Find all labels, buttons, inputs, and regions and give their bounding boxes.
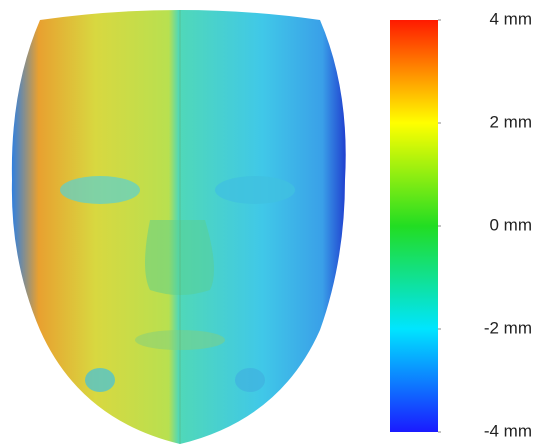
tick-label: -2 mm — [484, 318, 532, 337]
face-map — [11, 10, 346, 444]
patch — [85, 368, 115, 392]
tick-label: -4 mm — [484, 421, 532, 440]
tick-label: 4 mm — [490, 9, 533, 28]
tick-label: 0 mm — [490, 215, 533, 234]
colorbar: 4 mm 2 mm 0 mm -2 mm -4 mm — [390, 9, 532, 440]
nose — [145, 220, 214, 295]
mouth — [135, 330, 225, 350]
patch — [235, 368, 265, 392]
right-eye — [215, 176, 295, 204]
colorbar-gradient — [390, 20, 438, 432]
left-eye — [60, 176, 140, 204]
tick-label: 2 mm — [490, 112, 533, 131]
